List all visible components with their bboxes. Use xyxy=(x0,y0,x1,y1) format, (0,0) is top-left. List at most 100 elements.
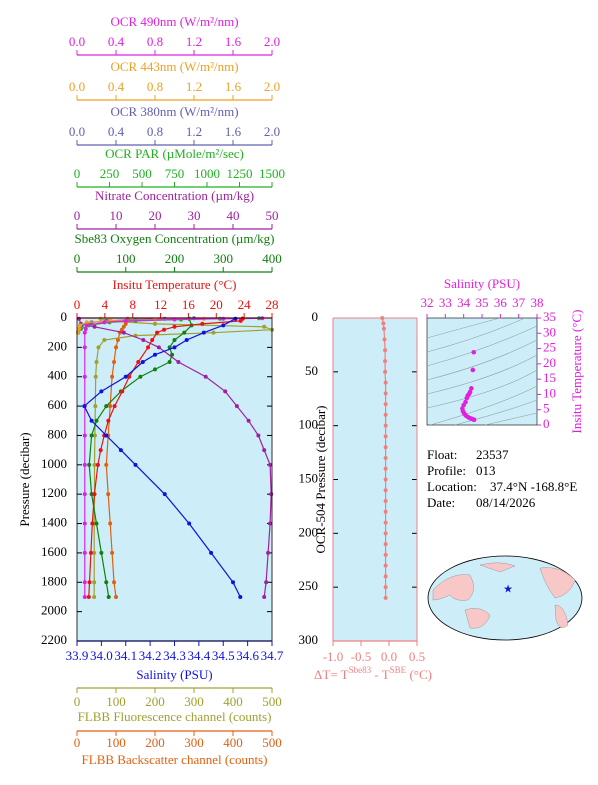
info-value: 013 xyxy=(476,463,496,478)
info-key: Location: xyxy=(427,479,477,494)
x-tick-label: 34.0 xyxy=(90,648,113,663)
profile-point xyxy=(98,316,103,321)
profile-point xyxy=(382,337,387,342)
profile-point xyxy=(104,404,109,409)
x-tick-label: 100 xyxy=(106,735,126,750)
profile-point xyxy=(156,345,161,350)
y-tick-label: 30 xyxy=(543,324,556,339)
profile-point xyxy=(106,492,111,497)
profile-point xyxy=(84,323,89,328)
axis-label: Sbe83 Oxygen Concentration (µm/kg) xyxy=(75,231,275,246)
profile-point xyxy=(82,374,87,379)
profile-point xyxy=(153,352,157,357)
y-axis-label: Insitu Temperature (°C) xyxy=(569,310,584,434)
x-tick-label: 0.4 xyxy=(108,34,125,49)
y-tick-label: 100 xyxy=(299,417,319,432)
main-plot-bg xyxy=(77,318,272,641)
profile-point xyxy=(223,389,228,394)
profile-point xyxy=(112,404,117,409)
profile-point xyxy=(96,345,101,350)
x-tick-label: 300 xyxy=(184,735,204,750)
profile-point xyxy=(82,594,87,599)
x-tick-label: 100 xyxy=(116,251,136,266)
y-tick-label: 25 xyxy=(543,340,556,355)
x-tick-label: 500 xyxy=(262,694,282,709)
x-tick-label: 20 xyxy=(210,297,223,312)
profile-point xyxy=(104,580,109,585)
y-tick-label: 35 xyxy=(543,309,556,324)
profile-point xyxy=(89,418,94,423)
profile-point xyxy=(114,345,118,350)
y-axis-label: OCR-504 Pressure (decibar) xyxy=(313,405,328,553)
x-tick-label: 0.0 xyxy=(381,649,397,664)
profile-point xyxy=(121,330,126,335)
ts-point xyxy=(463,399,468,405)
profile-point xyxy=(123,318,128,323)
x-tick-label: 1.2 xyxy=(186,34,202,49)
profile-point xyxy=(383,434,388,439)
x-tick-label: 0 xyxy=(74,208,81,223)
y-tick-label: 150 xyxy=(299,470,319,485)
profile-point xyxy=(138,374,143,379)
axis-label: Salinity (PSU) xyxy=(136,667,212,682)
y-tick-label: 0 xyxy=(61,309,68,324)
x-tick-label: 33 xyxy=(439,295,452,310)
x-tick-label: 40 xyxy=(227,208,240,223)
profile-point xyxy=(95,462,100,467)
profile-point xyxy=(89,433,94,438)
x-tick-label: 300 xyxy=(184,694,204,709)
x-tick-label: 20 xyxy=(149,208,162,223)
profile-point xyxy=(133,462,138,467)
x-tick-label: 750 xyxy=(165,166,185,181)
profile-point xyxy=(238,594,243,599)
profile-point xyxy=(256,433,261,438)
profile-point xyxy=(136,360,141,365)
profile-point xyxy=(110,550,115,555)
profile-point xyxy=(82,462,87,467)
profile-point xyxy=(104,462,109,467)
profile-point xyxy=(82,433,87,438)
x-tick-label: 0.4 xyxy=(108,79,125,94)
profile-point xyxy=(92,594,97,599)
profile-point xyxy=(381,326,386,331)
y-tick-label: 1200 xyxy=(41,485,67,500)
profile-point xyxy=(140,360,145,365)
profile-point xyxy=(110,374,115,379)
x-tick-label: 0.8 xyxy=(147,79,163,94)
profile-point xyxy=(170,352,175,357)
profile-point xyxy=(150,338,155,343)
y-tick-label: 800 xyxy=(48,426,68,441)
label-part: ΔT= T xyxy=(314,667,349,682)
axis-label: OCR PAR (µMole/m²/sec) xyxy=(105,146,244,161)
y-tick-label: 2200 xyxy=(41,632,67,647)
x-tick-label: 400 xyxy=(223,735,243,750)
y-tick-label: 300 xyxy=(299,632,319,647)
x-tick-label: 34.4 xyxy=(188,648,211,663)
profile-point xyxy=(92,492,97,497)
y-tick-label: 50 xyxy=(305,363,318,378)
profile-point xyxy=(269,492,274,497)
x-tick-label: 34.1 xyxy=(114,648,137,663)
x-tick-label: 34.5 xyxy=(212,648,235,663)
profile-point xyxy=(268,521,273,526)
profile-point xyxy=(383,380,388,385)
x-tick-label: 2.0 xyxy=(264,34,280,49)
profile-point xyxy=(92,580,97,585)
profile-point xyxy=(76,327,81,332)
x-tick-label: 1.2 xyxy=(186,124,202,139)
main-plot-frame xyxy=(76,317,273,642)
profile-point xyxy=(93,404,98,409)
profile-point xyxy=(172,317,177,322)
y-tick-label: 1800 xyxy=(41,573,67,588)
profile-point xyxy=(114,594,118,599)
x-tick-label: 33.9 xyxy=(66,648,89,663)
x-tick-label: 34.3 xyxy=(163,648,186,663)
profile-point xyxy=(127,374,132,379)
x-tick-label: 1.6 xyxy=(225,124,242,139)
profile-point xyxy=(94,521,99,526)
x-tick-label: 1.6 xyxy=(225,79,242,94)
profile-point xyxy=(76,316,81,321)
x-tick-label: 200 xyxy=(145,694,165,709)
y-tick-label: 5 xyxy=(543,401,550,416)
axis-label: OCR 490nm (W/m²/nm) xyxy=(110,14,238,29)
